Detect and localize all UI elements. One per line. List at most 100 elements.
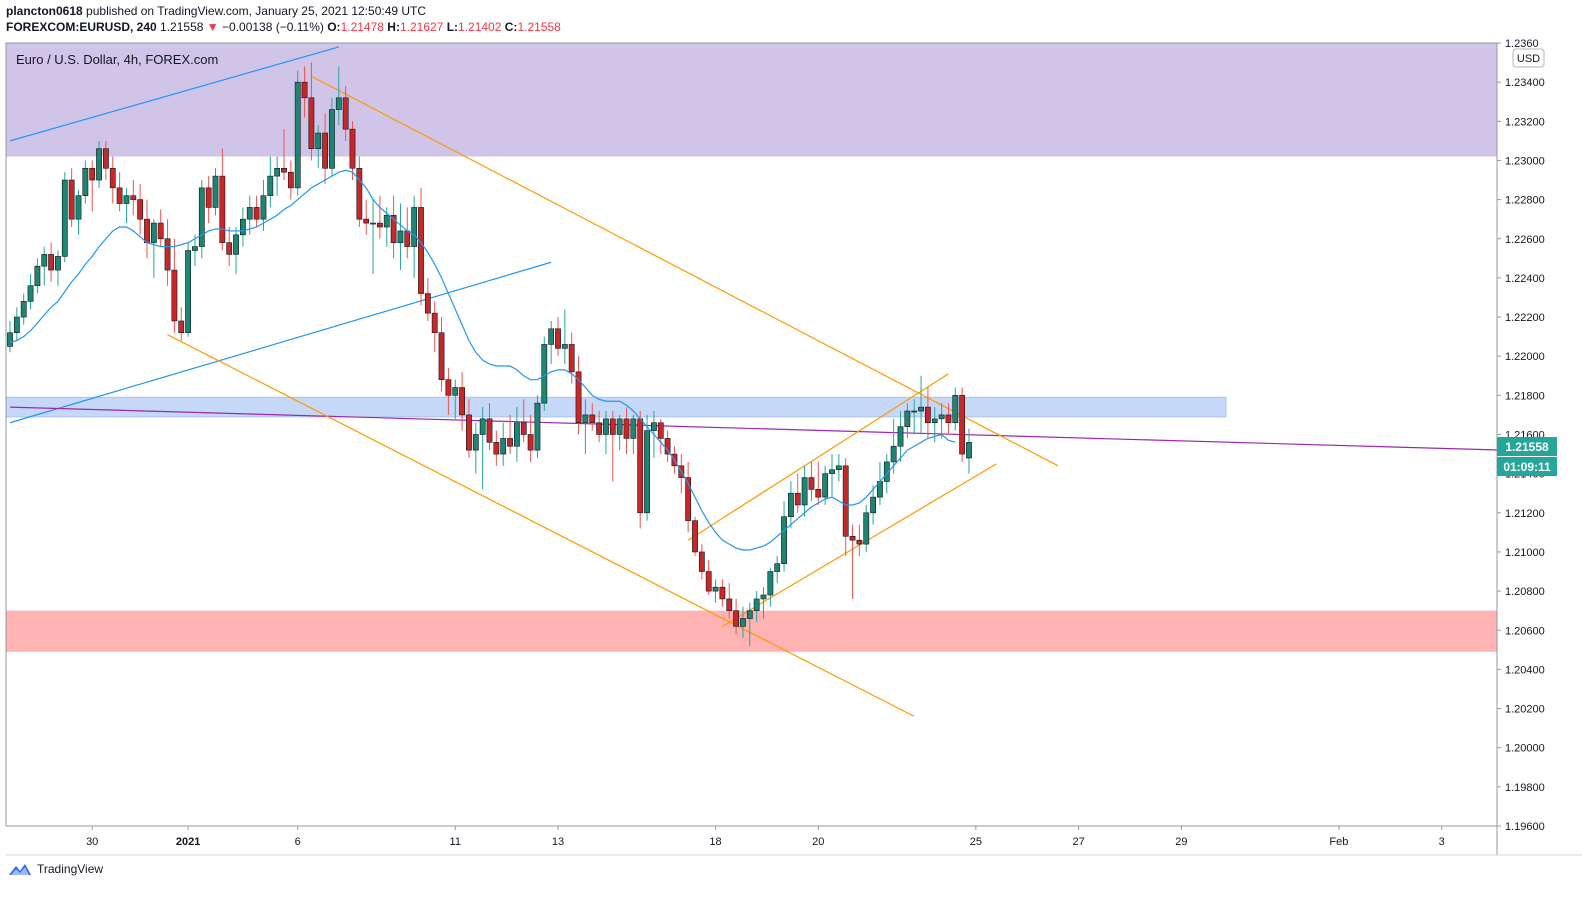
candle-body bbox=[274, 167, 281, 177]
candle-body bbox=[657, 422, 664, 439]
candle-body bbox=[267, 175, 274, 196]
low-label: L: bbox=[446, 20, 459, 34]
candle-body bbox=[520, 422, 527, 435]
candle-body bbox=[253, 207, 260, 220]
candle bbox=[911, 399, 918, 435]
candle-body bbox=[390, 214, 397, 243]
time-tick-label: 20 bbox=[812, 836, 824, 848]
candle-body bbox=[68, 179, 75, 220]
candle-body bbox=[185, 250, 191, 334]
candle-body bbox=[712, 586, 719, 592]
candle-body bbox=[171, 269, 178, 322]
price-axis[interactable]: 1.19600 1.19800 1.20000 1.20200 1.20400 1.206… bbox=[1497, 38, 1545, 833]
author-name[interactable]: plancton0618 bbox=[6, 4, 83, 18]
candle-body bbox=[376, 222, 383, 228]
candle-body bbox=[281, 167, 287, 173]
candle-body bbox=[82, 167, 89, 196]
candle-body bbox=[822, 473, 829, 498]
price-tick-label: 1.23000 bbox=[1505, 155, 1545, 167]
candle-body bbox=[192, 246, 198, 251]
candle bbox=[130, 180, 137, 216]
candle bbox=[527, 414, 534, 462]
candle-body bbox=[178, 320, 185, 334]
candle bbox=[924, 387, 931, 439]
candle bbox=[733, 598, 739, 635]
candle bbox=[664, 430, 671, 462]
candle bbox=[75, 189, 82, 235]
candle-body bbox=[287, 171, 294, 189]
candle bbox=[171, 238, 178, 333]
candle bbox=[692, 516, 698, 556]
candle-body bbox=[924, 406, 931, 424]
time-axis[interactable]: 30 2021 6 11 13 18 20 25 27 29 Feb 3 bbox=[86, 826, 1445, 848]
candle bbox=[376, 195, 383, 239]
candle bbox=[466, 399, 472, 458]
candle-body bbox=[555, 328, 561, 349]
candle-body bbox=[685, 477, 692, 521]
candle-body bbox=[603, 418, 609, 435]
candle bbox=[603, 411, 609, 455]
candle bbox=[746, 602, 753, 646]
candle-body bbox=[7, 332, 13, 347]
candle bbox=[548, 320, 555, 365]
candle bbox=[657, 418, 664, 455]
candle bbox=[835, 454, 842, 482]
currency-badge[interactable]: USD bbox=[1512, 48, 1545, 68]
price-tick-label: 1.20200 bbox=[1505, 704, 1545, 716]
candle bbox=[582, 399, 589, 455]
price-tick-label: 1.23400 bbox=[1505, 77, 1545, 89]
time-tick-label: 27 bbox=[1072, 836, 1084, 848]
open-label: O: bbox=[327, 20, 341, 34]
candle-body bbox=[363, 218, 370, 224]
footer[interactable]: TradingView bbox=[8, 862, 103, 876]
candle bbox=[123, 187, 130, 224]
candle bbox=[808, 461, 815, 502]
candle bbox=[48, 242, 54, 282]
candle-body bbox=[787, 492, 794, 518]
candle-body bbox=[705, 571, 712, 592]
candle-body bbox=[719, 586, 726, 600]
candle-body bbox=[911, 410, 918, 413]
currency-badge-label: USD bbox=[1517, 53, 1540, 65]
candle bbox=[61, 172, 68, 263]
candle-body bbox=[548, 328, 555, 345]
candle-body bbox=[863, 512, 870, 545]
candle bbox=[452, 379, 459, 419]
last-price-tag: 1.21558 bbox=[1497, 437, 1557, 456]
candle-body bbox=[226, 242, 233, 255]
candle-body bbox=[596, 422, 602, 435]
candle bbox=[438, 317, 445, 392]
candle-body bbox=[630, 418, 637, 439]
candle bbox=[7, 320, 13, 353]
published-info: published on TradingView.com, January 25… bbox=[86, 4, 427, 18]
candle-body bbox=[212, 175, 219, 208]
candle-body bbox=[767, 571, 774, 596]
candle-body bbox=[493, 442, 500, 455]
candle bbox=[561, 309, 568, 365]
candle-body bbox=[130, 195, 137, 200]
candle bbox=[212, 168, 219, 216]
close-label: C: bbox=[504, 20, 518, 34]
candle bbox=[863, 504, 870, 552]
candle-body bbox=[609, 418, 616, 435]
candle-body bbox=[315, 132, 322, 150]
candle bbox=[164, 219, 171, 286]
candle-body bbox=[48, 254, 54, 271]
candle bbox=[479, 407, 486, 490]
candle-body bbox=[664, 438, 671, 455]
candle bbox=[897, 411, 904, 462]
candle-body bbox=[61, 179, 68, 257]
candle bbox=[150, 219, 157, 278]
time-tick-label: 11 bbox=[450, 836, 461, 848]
candle bbox=[698, 544, 705, 580]
candle bbox=[20, 293, 27, 325]
candle bbox=[329, 97, 335, 177]
candle bbox=[740, 606, 746, 639]
candle bbox=[363, 199, 370, 235]
countdown-tag-label: 01:09:11 bbox=[1503, 460, 1551, 474]
candle bbox=[787, 481, 794, 529]
candle bbox=[157, 209, 164, 247]
candle-body bbox=[219, 175, 226, 243]
candle-body bbox=[644, 430, 650, 514]
